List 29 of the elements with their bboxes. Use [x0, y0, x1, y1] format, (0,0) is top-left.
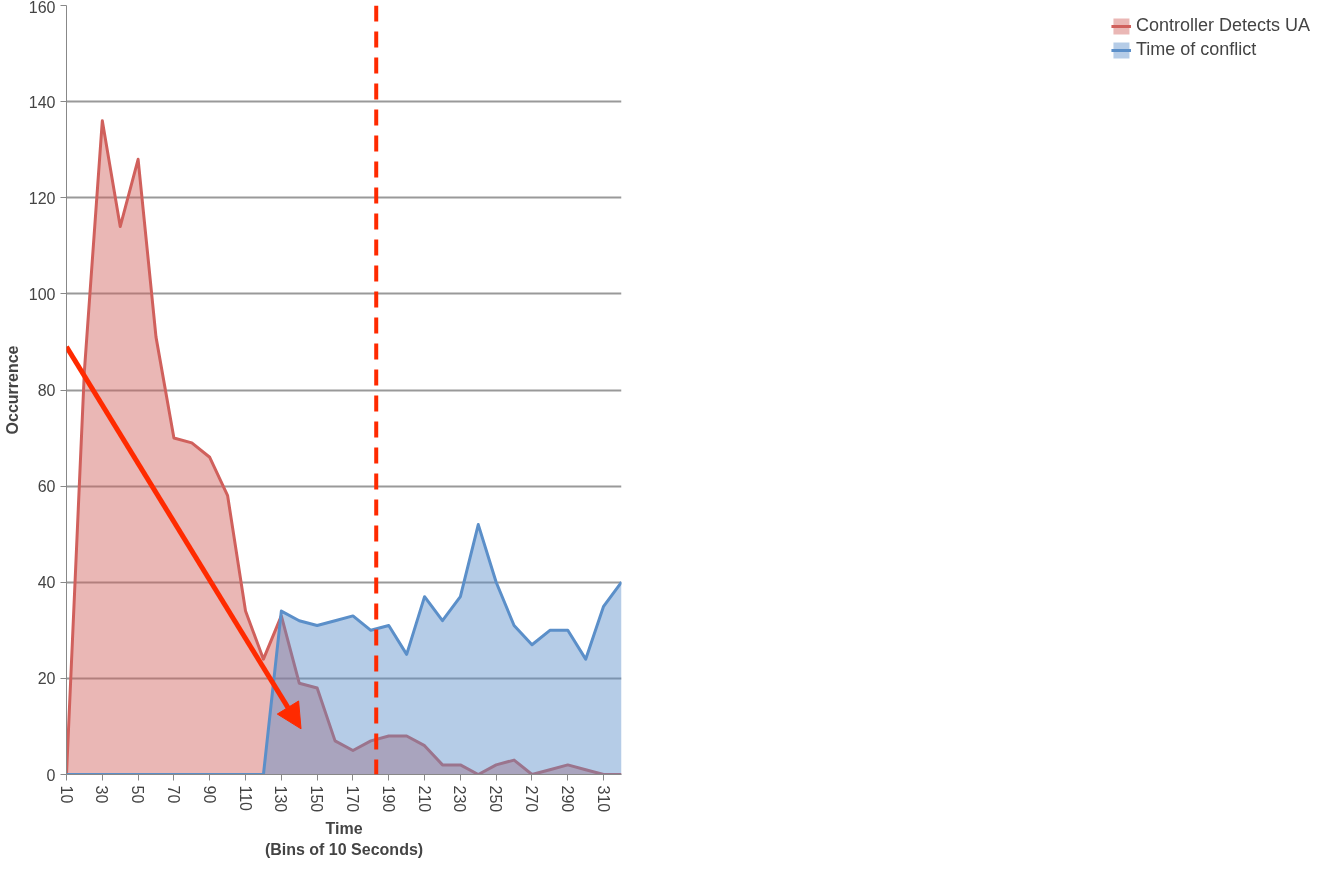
x-tick-label: 290: [558, 785, 576, 813]
x-tick-label: 150: [308, 785, 326, 813]
x-axis-title: Time (Bins of 10 Seconds): [264, 820, 424, 858]
x-tick-label: 130: [272, 785, 290, 813]
legend-label: Time of conflict: [1135, 39, 1257, 60]
x-tick-label: 90: [200, 785, 218, 804]
x-tick-label: 50: [129, 785, 147, 804]
y-tick-label: 0: [46, 766, 56, 784]
y-tick-label: 100: [28, 285, 56, 303]
x-tick-label: 70: [164, 785, 182, 804]
x-tick-label: 110: [236, 785, 254, 812]
y-tick-label: 120: [28, 189, 56, 207]
legend-label: Controller Detects UA: [1135, 15, 1310, 36]
y-tick-label: 20: [37, 670, 56, 688]
x-tick-label: 10: [57, 785, 75, 804]
y-axis-title: Occurrence: [3, 345, 21, 435]
x-tick-label: 250: [487, 785, 505, 813]
x-tick-label: 310: [594, 785, 612, 813]
x-tick-label: 230: [451, 785, 469, 813]
y-tick-label: 60: [37, 478, 56, 496]
x-tick-label: 30: [93, 785, 111, 804]
x-tick-label: 170: [343, 785, 361, 813]
x-tick-label: 210: [415, 785, 433, 813]
y-tick-label: 80: [37, 382, 56, 399]
y-tick-label: 40: [37, 574, 56, 592]
x-tick-label: 190: [379, 785, 397, 813]
x-tick-label: 270: [522, 785, 540, 813]
y-tick-label: 160: [28, 0, 56, 16]
y-tick-label: 140: [28, 93, 56, 111]
